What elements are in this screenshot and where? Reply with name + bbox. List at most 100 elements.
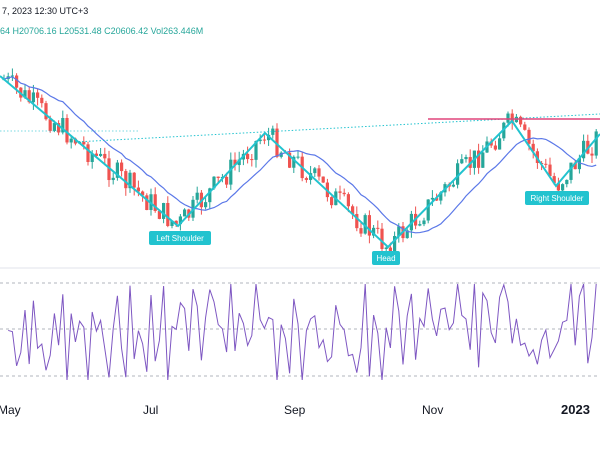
x-label-2023: 2023 — [561, 402, 590, 417]
candle-body — [573, 162, 577, 170]
candle-body — [317, 168, 321, 177]
candle-body — [10, 75, 14, 77]
candle-body — [44, 103, 48, 120]
candle-body — [456, 163, 460, 185]
candle-body — [48, 119, 52, 131]
candle-body — [422, 220, 426, 225]
candle-body — [380, 228, 384, 249]
price-pane[interactable] — [0, 68, 600, 269]
candle-body — [136, 187, 140, 192]
candle-body — [510, 113, 514, 123]
candle-body — [162, 202, 166, 219]
candle-body — [355, 213, 359, 229]
candle-body — [233, 159, 237, 166]
candle-body — [225, 176, 229, 185]
candle-body — [23, 90, 27, 98]
candle-body — [544, 163, 548, 165]
candle-body — [94, 153, 98, 156]
x-label-jul: Jul — [143, 403, 158, 417]
candle-body — [460, 159, 464, 164]
candle-body — [195, 192, 199, 200]
candle-body — [254, 141, 258, 160]
candle-body — [90, 153, 94, 162]
candle-body — [493, 145, 497, 150]
rsi-line — [8, 283, 597, 381]
candle-body — [170, 220, 174, 227]
candle-body — [183, 209, 187, 217]
candle-body — [103, 153, 107, 159]
candle-body — [145, 195, 149, 211]
candle-body — [65, 117, 69, 143]
candle-body — [166, 202, 170, 227]
candle-body — [15, 75, 19, 88]
candle-body — [561, 184, 565, 191]
candle-body — [384, 247, 388, 249]
header-ohlc-values: H20706.16 L20531.48 C20606.42 Vol263.446… — [12, 26, 204, 36]
moving-average-line — [3, 76, 597, 234]
candle-body — [439, 192, 443, 201]
pattern-overlay: Left Shoulder Head Right Shoulder — [0, 75, 600, 265]
candle-body — [40, 97, 44, 104]
candle-body — [99, 153, 103, 156]
candle-body — [141, 191, 145, 196]
candle-body — [120, 162, 124, 172]
candle-body — [107, 158, 111, 181]
candle-body — [393, 236, 397, 257]
candle-body — [577, 158, 581, 170]
candle-body — [212, 176, 216, 189]
head-label-bg — [372, 251, 400, 265]
candle-body — [275, 128, 279, 157]
candle-body — [498, 138, 502, 150]
right-shoulder-label-bg — [525, 191, 589, 205]
candle-body — [237, 159, 241, 166]
candle-body — [229, 159, 233, 185]
candle-body — [304, 178, 308, 180]
left-shoulder-label: Left Shoulder — [149, 231, 211, 245]
head-label-text: Head — [376, 254, 395, 263]
candle-body — [552, 176, 556, 184]
candle-body — [128, 172, 132, 189]
candle-body — [523, 124, 527, 130]
candle-body — [157, 210, 161, 219]
candle-body — [590, 153, 594, 156]
candle-body — [111, 177, 115, 181]
candle-body — [153, 194, 157, 211]
header-prefix: 64 — [0, 26, 11, 36]
candle-body — [292, 156, 296, 168]
candle-body — [115, 162, 119, 178]
candle-body — [258, 139, 262, 142]
right-shoulder-label: Right Shoulder — [525, 191, 589, 205]
candle-body — [204, 202, 208, 208]
candle-body — [519, 116, 523, 125]
rsi-pane[interactable] — [0, 282, 600, 381]
candle-body — [430, 197, 434, 200]
candle-body — [359, 228, 363, 234]
candle-body — [82, 141, 86, 145]
candle-body — [330, 197, 334, 206]
candle-body — [565, 179, 569, 185]
candle-body — [464, 157, 468, 160]
candle-body — [548, 164, 552, 177]
candle-body — [57, 123, 61, 133]
x-label-nov: Nov — [422, 403, 443, 417]
candle-body — [346, 194, 350, 207]
candle-body — [397, 226, 401, 237]
candle-body — [124, 171, 128, 189]
candle-body — [27, 90, 31, 103]
candle-body — [418, 224, 422, 226]
candle-body — [582, 140, 586, 159]
head-label: Head — [372, 251, 400, 265]
candle-body — [569, 162, 573, 180]
candle-body — [451, 184, 455, 187]
header-time: 7, 2023 12:30 UTC+3 — [2, 6, 89, 16]
candle-body — [61, 117, 65, 133]
candle-body — [363, 215, 367, 234]
candle-body — [405, 230, 409, 239]
candle-body — [321, 176, 325, 183]
candle-body — [208, 188, 212, 203]
candle-body — [527, 129, 531, 144]
x-axis: May Jul Sep Nov 2023 — [0, 402, 590, 417]
candle-body — [372, 227, 376, 236]
left-shoulder-label-bg — [149, 231, 211, 245]
